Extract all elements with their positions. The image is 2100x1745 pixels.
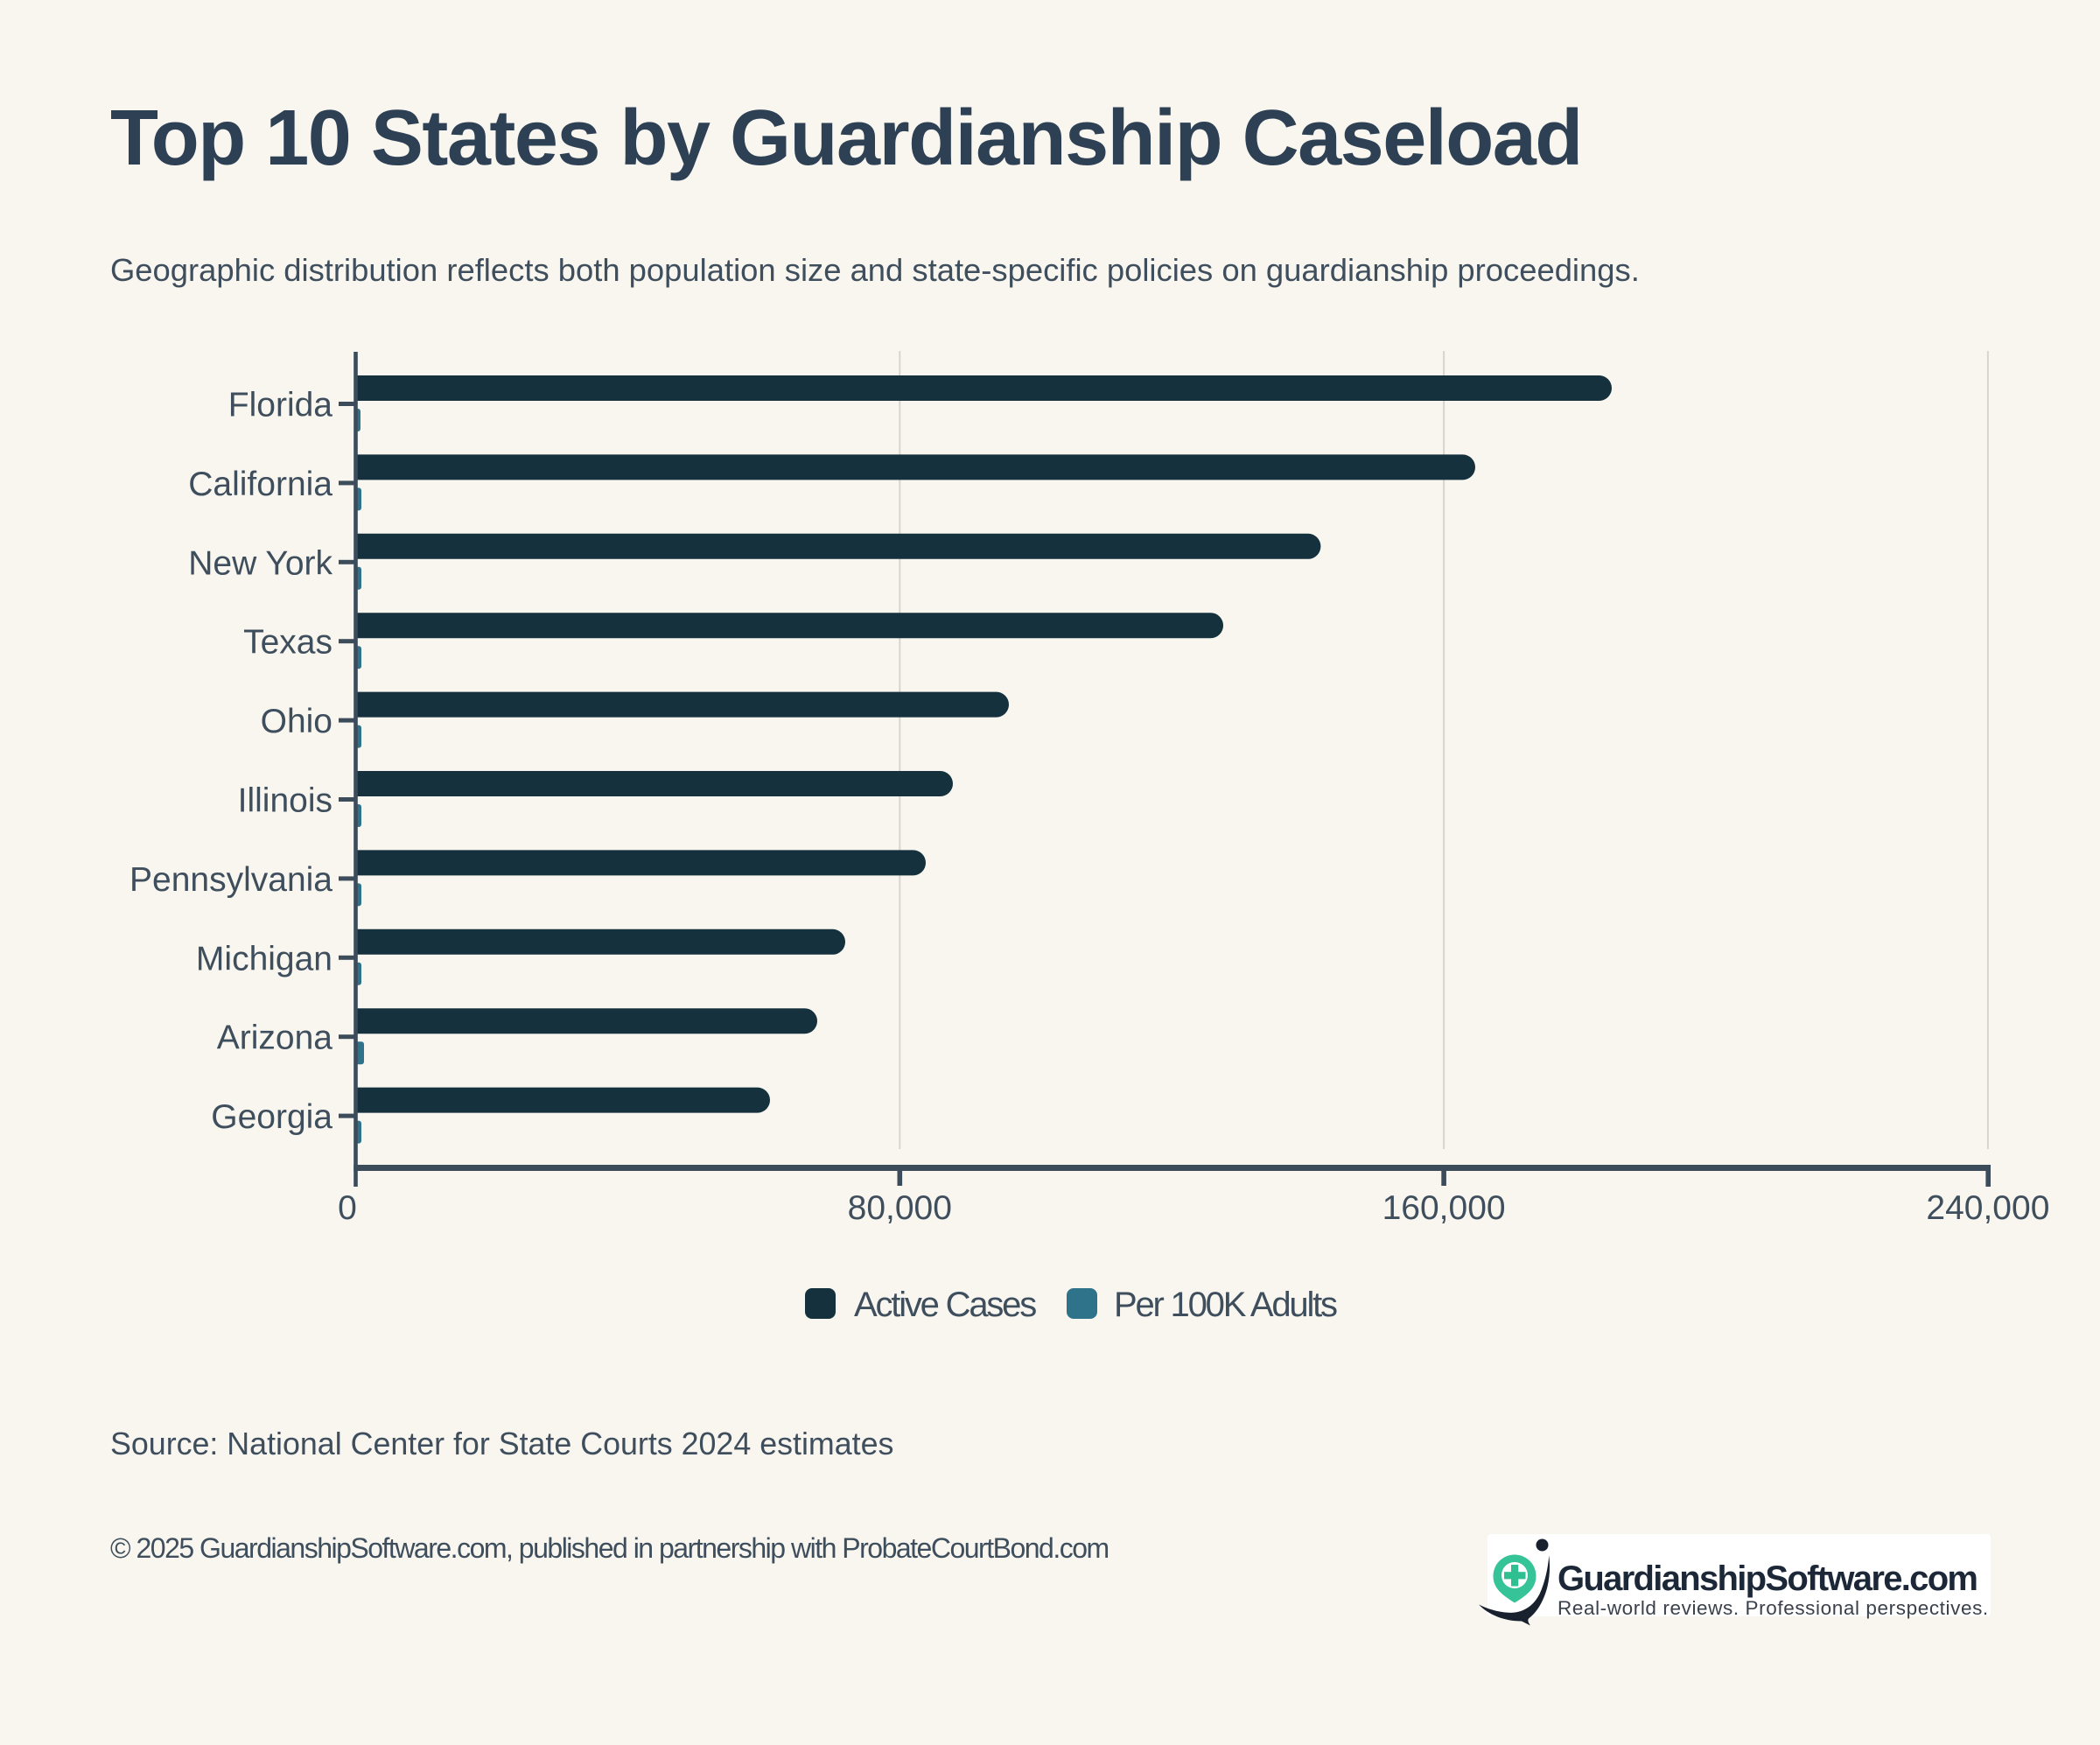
svg-text:Active Cases: Active Cases: [854, 1286, 1036, 1324]
svg-text:New York: New York: [188, 544, 332, 582]
svg-text:Real-world reviews. Profession: Real-world reviews. Professional perspec…: [1558, 1597, 1989, 1619]
svg-text:Florida: Florida: [228, 387, 333, 424]
svg-text:Top 10 States by Guardianship: Top 10 States by Guardianship Caseload: [110, 95, 1582, 182]
svg-text:Michigan: Michigan: [196, 940, 332, 978]
svg-text:Texas: Texas: [243, 624, 332, 662]
svg-text:Ohio: Ohio: [261, 703, 332, 740]
svg-text:80,000: 80,000: [848, 1189, 952, 1227]
svg-text:Per 100K Adults: Per 100K Adults: [1114, 1286, 1337, 1324]
svg-text:240,000: 240,000: [1926, 1189, 2049, 1227]
svg-text:Geographic distribution reflec: Geographic distribution reflects both po…: [110, 252, 1640, 288]
svg-text:California: California: [188, 466, 332, 503]
svg-text:© 2025 GuardianshipSoftware.co: © 2025 GuardianshipSoftware.com, publish…: [110, 1532, 1109, 1564]
svg-text:Source: National Center for St: Source: National Center for State Courts…: [110, 1426, 893, 1461]
svg-text:Georgia: Georgia: [211, 1098, 332, 1136]
svg-text:0: 0: [338, 1189, 357, 1227]
svg-text:Illinois: Illinois: [238, 782, 332, 820]
svg-text:GuardianshipSoftware.com: GuardianshipSoftware.com: [1558, 1559, 1977, 1598]
svg-text:Arizona: Arizona: [217, 1020, 333, 1057]
svg-text:Pennsylvania: Pennsylvania: [130, 861, 332, 899]
svg-text:160,000: 160,000: [1382, 1189, 1506, 1227]
